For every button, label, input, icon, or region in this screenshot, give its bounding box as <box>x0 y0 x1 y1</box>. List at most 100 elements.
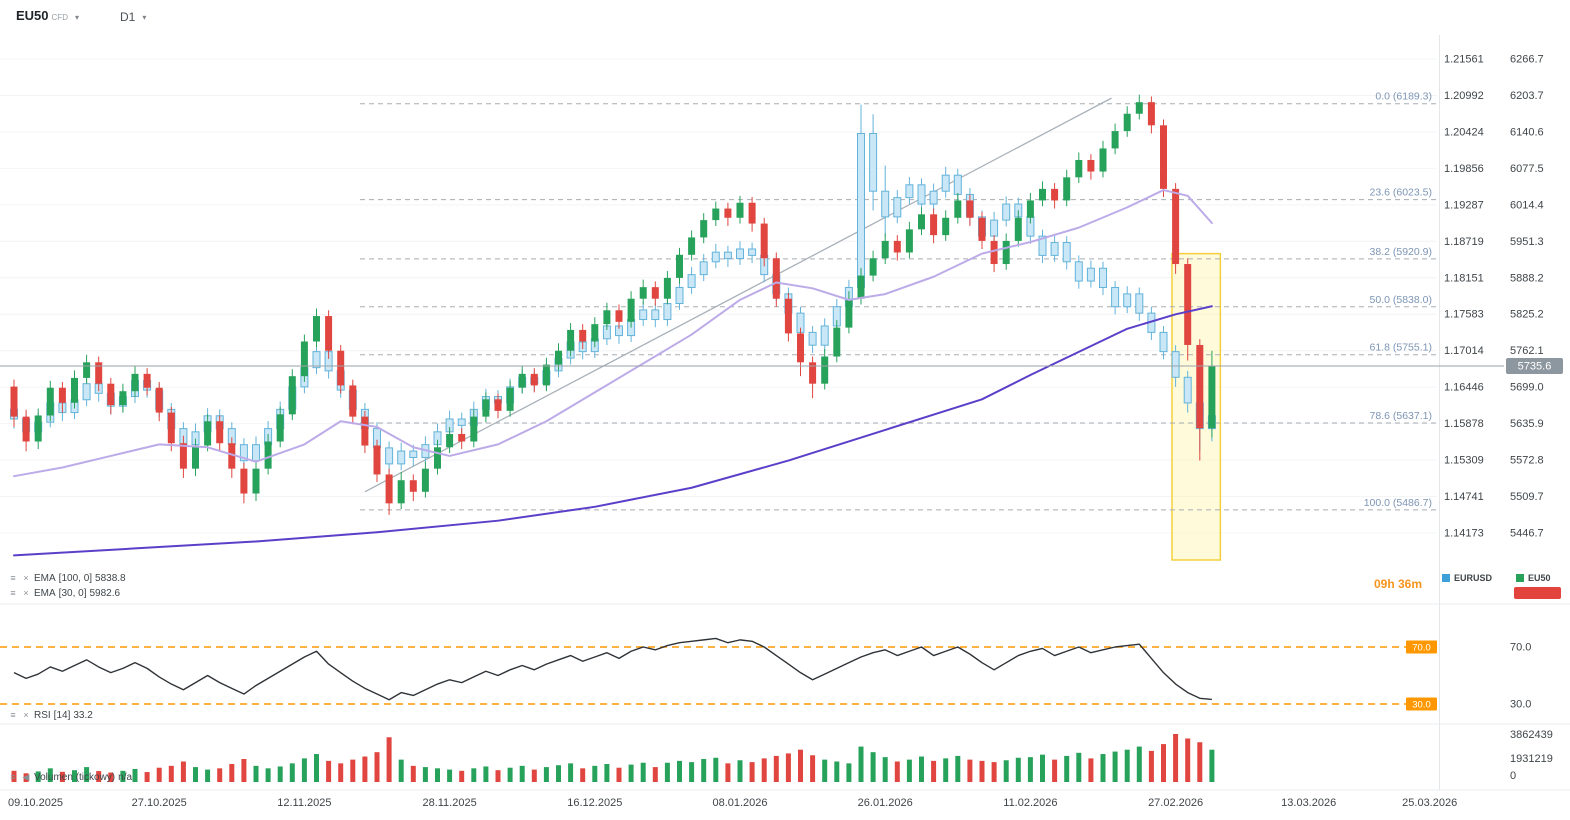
svg-text:27.10.2025: 27.10.2025 <box>132 797 187 809</box>
svg-text:5735.6: 5735.6 <box>1518 361 1552 373</box>
indicator-name: RSI <box>34 709 51 721</box>
svg-text:1.15878: 1.15878 <box>1444 418 1484 430</box>
eurusd-swatch <box>1442 574 1450 582</box>
legend-label: EU50 <box>1528 573 1551 583</box>
svg-text:5762.1: 5762.1 <box>1510 345 1544 357</box>
indicator-close-icon[interactable]: × <box>23 573 29 583</box>
indicator-menu-icon[interactable]: ≡ <box>10 710 16 720</box>
indicator-params: [100, 0] <box>58 572 93 584</box>
svg-text:11.02.2026: 11.02.2026 <box>1003 797 1057 809</box>
indicator-value: n/a <box>118 771 133 783</box>
svg-text:12.11.2025: 12.11.2025 <box>277 797 331 809</box>
svg-text:16.12.2025: 16.12.2025 <box>567 797 622 809</box>
svg-text:1.20992: 1.20992 <box>1444 90 1484 102</box>
svg-text:1.15309: 1.15309 <box>1444 455 1484 467</box>
svg-text:13.03.2026: 13.03.2026 <box>1281 797 1336 809</box>
indicator-params: [30, 0] <box>58 587 87 599</box>
candle-countdown: 09h 36m <box>1374 577 1423 591</box>
fibonacci-levels: 0.0 (6189.3) 23.6 (6023.5) 38.2 (5920.9) 50… <box>360 91 1437 511</box>
svg-text:28.11.2025: 28.11.2025 <box>422 797 476 809</box>
rsi-bands: 70.0 70.0 30.0 30.0 <box>0 640 1531 711</box>
eu50-candles[interactable] <box>10 94 1216 515</box>
indicator-name: EMA <box>34 587 56 599</box>
svg-text:3862439: 3862439 <box>1510 729 1553 741</box>
svg-text:78.6 (5637.1): 78.6 (5637.1) <box>1370 410 1432 422</box>
svg-text:1931219: 1931219 <box>1510 753 1553 765</box>
svg-text:1.20424: 1.20424 <box>1444 126 1484 138</box>
svg-text:5699.0: 5699.0 <box>1510 382 1544 394</box>
date-axis: 09.10.2025 27.10.2025 12.11.2025 28.11.2025… <box>8 797 1457 809</box>
svg-text:1.21561: 1.21561 <box>1444 54 1484 66</box>
svg-text:1.14741: 1.14741 <box>1444 491 1484 503</box>
svg-text:1.14173: 1.14173 <box>1444 528 1484 540</box>
svg-text:5635.9: 5635.9 <box>1510 418 1544 430</box>
symbol-selector[interactable]: EU50 CFD ▾ <box>16 8 79 23</box>
legend-eu50[interactable]: EU50 <box>1516 573 1551 583</box>
volume-bars[interactable] <box>11 734 1215 782</box>
svg-text:0.0 (6189.3): 0.0 (6189.3) <box>1375 91 1432 103</box>
gridlines <box>0 35 1570 791</box>
svg-text:1.16446: 1.16446 <box>1444 382 1484 394</box>
svg-text:5951.3: 5951.3 <box>1510 236 1544 248</box>
indicator-name: EMA <box>34 572 56 584</box>
svg-text:6266.7: 6266.7 <box>1510 54 1544 66</box>
svg-text:70.0: 70.0 <box>1510 642 1531 654</box>
svg-text:09.10.2025: 09.10.2025 <box>8 797 63 809</box>
indicator-params: [14] <box>53 709 71 721</box>
svg-text:30.0: 30.0 <box>1510 699 1531 711</box>
sell-price-badge[interactable] <box>1514 587 1561 599</box>
ema30-legend: ≡ × EMA [30, 0] 5982.6 <box>8 587 120 599</box>
volume-axis: 3862439 1931219 0 <box>1510 729 1553 782</box>
eu50-swatch <box>1516 574 1524 582</box>
legend-label: EURUSD <box>1454 573 1493 583</box>
svg-text:38.2 (5920.9): 38.2 (5920.9) <box>1370 246 1432 258</box>
indicator-close-icon[interactable]: × <box>23 710 29 720</box>
volume-legend: ≡ ◀ Volumen (tickowy) n/a <box>8 771 132 783</box>
ema100-legend: ≡ × EMA [100, 0] 5838.8 <box>8 572 125 584</box>
svg-text:1.17014: 1.17014 <box>1444 345 1484 357</box>
legend-eurusd[interactable]: EURUSD <box>1442 573 1492 583</box>
eurusd-candles[interactable] <box>10 104 1216 473</box>
svg-text:5446.7: 5446.7 <box>1510 528 1544 540</box>
header: EU50 CFD ▾ <box>16 8 79 23</box>
symbol-name: EU50 <box>16 8 49 23</box>
svg-text:50.0 (5838.0): 50.0 (5838.0) <box>1370 294 1432 306</box>
timeframe-label: D1 <box>120 10 136 24</box>
svg-text:30.0: 30.0 <box>1412 700 1431 711</box>
indicator-collapse-icon[interactable]: ◀ <box>22 771 30 782</box>
svg-text:1.19287: 1.19287 <box>1444 199 1484 211</box>
svg-text:08.01.2026: 08.01.2026 <box>712 797 767 809</box>
indicator-menu-icon[interactable]: ≡ <box>10 772 16 782</box>
indicator-value: 5982.6 <box>89 587 121 599</box>
trendline <box>364 97 1112 493</box>
rsi-legend: ≡ × RSI [14] 33.2 <box>8 709 93 721</box>
svg-text:6203.7: 6203.7 <box>1510 90 1544 102</box>
svg-text:27.02.2026: 27.02.2026 <box>1148 797 1203 809</box>
svg-text:6140.6: 6140.6 <box>1510 126 1544 138</box>
svg-text:5572.8: 5572.8 <box>1510 455 1544 467</box>
rsi-line <box>13 637 1212 701</box>
svg-text:6014.4: 6014.4 <box>1510 199 1544 211</box>
current-price-badge <box>1506 358 1563 375</box>
svg-text:26.01.2026: 26.01.2026 <box>858 797 913 809</box>
svg-text:5888.2: 5888.2 <box>1510 272 1544 284</box>
indicator-name: Volumen (tickowy) <box>34 771 116 783</box>
svg-text:1.17583: 1.17583 <box>1444 309 1484 321</box>
svg-text:25.03.2026: 25.03.2026 <box>1402 797 1457 809</box>
svg-text:23.6 (6023.5): 23.6 (6023.5) <box>1370 187 1432 199</box>
indicator-menu-icon[interactable]: ≡ <box>10 573 16 583</box>
chevron-down-icon[interactable]: ▾ <box>74 13 79 22</box>
svg-text:0: 0 <box>1510 770 1516 782</box>
indicator-menu-icon[interactable]: ≡ <box>10 588 16 598</box>
ema30-line <box>13 189 1213 478</box>
instrument-type-label: CFD <box>51 13 68 22</box>
svg-text:70.0: 70.0 <box>1412 643 1431 654</box>
current-price-line: 5735.6 <box>0 358 1563 375</box>
indicator-value: 33.2 <box>73 709 93 721</box>
svg-text:5509.7: 5509.7 <box>1510 491 1544 503</box>
timeframe-selector[interactable]: D1 ▾ <box>120 10 146 24</box>
svg-text:1.18719: 1.18719 <box>1444 236 1484 248</box>
chevron-down-icon[interactable]: ▾ <box>142 12 147 22</box>
indicator-close-icon[interactable]: × <box>23 588 29 598</box>
